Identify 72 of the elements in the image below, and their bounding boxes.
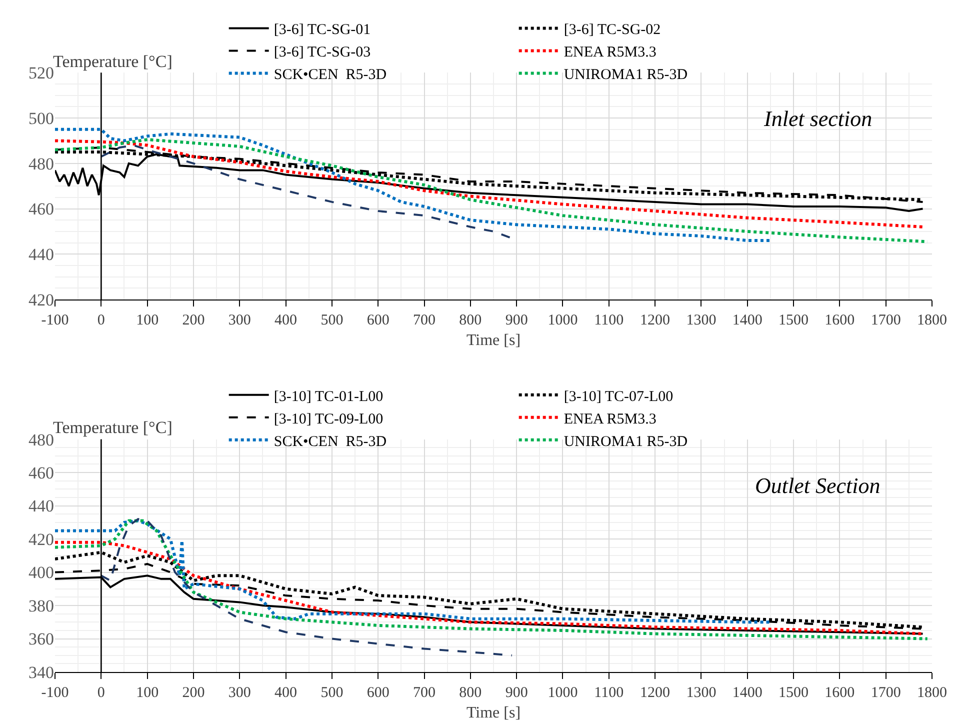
y-tick-label: 340	[28, 662, 54, 682]
x-tick-label: 100	[136, 312, 159, 328]
x-tick-label: 1600	[824, 312, 855, 328]
x-tick-label: 1400	[732, 685, 762, 701]
legend-label: [3-10] TC-09-L00	[274, 411, 384, 428]
y-axis-title: Temperature [°C]	[53, 52, 172, 71]
legend-label: ENEA R5M3.3	[564, 44, 656, 61]
annotation: Outlet Section	[755, 473, 880, 498]
x-tick-label: 500	[320, 312, 344, 328]
legend-label: [3-10] TC-07-L00	[564, 388, 674, 405]
x-tick-label: 600	[366, 685, 390, 701]
x-tick-label: 0	[97, 685, 105, 701]
y-tick-label: 500	[28, 108, 54, 128]
annotation: Inlet section	[763, 106, 872, 131]
x-tick-label: 1700	[870, 312, 901, 328]
x-tick-label: 1500	[778, 685, 809, 701]
x-tick-label: 1300	[686, 312, 716, 328]
legend-label: SCK•CEN R5-3D	[274, 434, 387, 450]
x-tick-label: 1300	[686, 685, 716, 701]
x-tick-label: 100	[136, 685, 159, 701]
x-tick-label: 1800	[917, 685, 947, 701]
x-tick-label: -100	[41, 312, 69, 328]
legend-label: ENEA R5M3.3	[564, 411, 656, 428]
x-tick-label: 200	[182, 685, 205, 701]
x-axis-title: Time [s]	[466, 332, 521, 350]
x-tick-label: 1400	[732, 312, 762, 328]
y-tick-label: 400	[28, 563, 54, 582]
legend-label: SCK•CEN R5-3D	[274, 67, 387, 84]
legend-label: [3-6] TC-SG-02	[564, 22, 661, 38]
y-tick-label: 480	[28, 154, 54, 174]
y-tick-label: 360	[28, 630, 54, 649]
y-tick-label: 440	[28, 496, 54, 516]
y-tick-label: 380	[28, 596, 54, 616]
x-tick-label: 1000	[548, 685, 578, 701]
x-tick-label: 1700	[870, 685, 901, 701]
y-tick-label: 520	[28, 64, 54, 83]
x-tick-label: 1200	[640, 312, 670, 328]
x-tick-label: 400	[274, 685, 298, 701]
x-tick-label: 200	[182, 312, 205, 328]
x-tick-label: 800	[459, 312, 482, 328]
x-axis-title: Time [s]	[466, 704, 521, 722]
y-tick-label: 440	[28, 245, 54, 264]
x-tick-label: 400	[274, 312, 298, 328]
x-tick-label: 1200	[640, 685, 670, 701]
x-tick-label: 900	[505, 312, 528, 328]
x-tick-label: -100	[41, 685, 69, 701]
legend-label: [3-6] TC-SG-03	[274, 44, 371, 61]
x-tick-label: 1500	[778, 312, 809, 328]
x-tick-label: 300	[228, 685, 251, 701]
x-tick-label: 1000	[548, 312, 578, 328]
x-tick-label: 1800	[917, 312, 947, 328]
x-tick-label: 0	[97, 312, 105, 328]
legend-label: UNIROMA1 R5-3D	[564, 434, 688, 450]
x-tick-label: 1100	[594, 685, 624, 701]
y-tick-label: 460	[28, 463, 54, 482]
y-tick-label: 480	[28, 430, 54, 450]
x-tick-label: 1100	[594, 312, 624, 328]
x-tick-label: 300	[228, 312, 251, 328]
x-tick-label: 500	[320, 685, 344, 701]
x-tick-label: 700	[413, 312, 436, 328]
legend-label: [3-6] TC-SG-01	[274, 22, 371, 38]
y-tick-label: 420	[28, 290, 54, 310]
x-tick-label: 600	[366, 312, 390, 328]
y-tick-label: 420	[28, 530, 54, 549]
x-tick-label: 1600	[824, 685, 855, 701]
y-tick-label: 460	[28, 200, 54, 219]
x-tick-label: 800	[459, 685, 482, 701]
legend-label: UNIROMA1 R5-3D	[564, 67, 688, 84]
x-tick-label: 900	[505, 685, 528, 701]
x-tick-label: 700	[413, 685, 436, 701]
legend-label: [3-10] TC-01-L00	[274, 388, 384, 405]
y-axis-title: Temperature [°C]	[53, 418, 172, 437]
